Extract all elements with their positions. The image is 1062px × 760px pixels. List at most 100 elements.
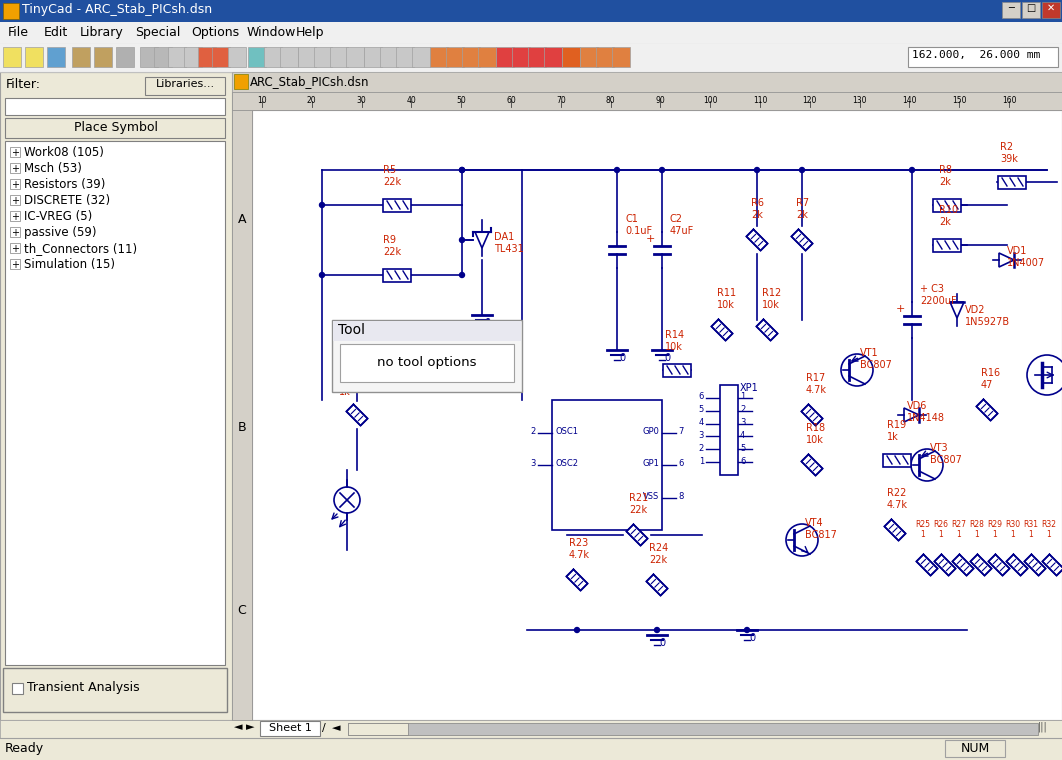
Bar — [10, 259, 20, 269]
Bar — [580, 47, 598, 67]
Text: R24
22k: R24 22k — [649, 543, 668, 565]
Text: 40: 40 — [407, 96, 416, 105]
Text: ◄: ◄ — [332, 723, 341, 733]
Bar — [252, 110, 1062, 720]
Circle shape — [615, 167, 619, 173]
Text: B: B — [238, 421, 246, 434]
Text: 90: 90 — [655, 96, 665, 105]
Text: 6: 6 — [678, 460, 683, 468]
Bar — [5, 118, 225, 138]
Text: A: A — [238, 214, 246, 226]
Bar — [145, 77, 225, 95]
Text: R2
39k: R2 39k — [1000, 142, 1017, 164]
Text: +: + — [896, 304, 906, 314]
Text: Window: Window — [246, 26, 296, 39]
Text: R14
10k: R14 10k — [665, 331, 684, 352]
Bar — [330, 47, 348, 67]
Polygon shape — [1007, 554, 1028, 575]
Text: 50: 50 — [457, 96, 466, 105]
Bar — [228, 47, 246, 67]
Bar — [0, 720, 1062, 738]
Bar — [496, 47, 514, 67]
Bar — [346, 47, 364, 67]
Text: Special: Special — [136, 26, 181, 39]
Text: ─: ─ — [1008, 3, 1014, 13]
Text: + C3
2200uF: + C3 2200uF — [920, 284, 957, 306]
Bar — [998, 176, 1026, 189]
Bar — [348, 723, 1038, 735]
Circle shape — [909, 167, 914, 173]
Text: 0: 0 — [484, 318, 491, 328]
Text: 0: 0 — [664, 353, 670, 363]
Text: OSC1: OSC1 — [555, 427, 578, 436]
Bar — [0, 72, 232, 720]
Polygon shape — [1043, 554, 1062, 575]
Polygon shape — [904, 408, 919, 422]
Text: 70: 70 — [555, 96, 566, 105]
Text: +: + — [11, 228, 19, 238]
Bar — [364, 47, 382, 67]
Bar — [198, 47, 216, 67]
Text: Sheet 1: Sheet 1 — [269, 723, 311, 733]
Bar — [140, 47, 158, 67]
Text: 4: 4 — [699, 418, 704, 427]
Bar — [5, 98, 225, 115]
Text: 2: 2 — [531, 427, 536, 436]
Polygon shape — [971, 554, 992, 575]
Circle shape — [744, 628, 750, 632]
Text: 80: 80 — [605, 96, 615, 105]
Polygon shape — [976, 400, 997, 420]
Bar — [396, 47, 414, 67]
Text: R18
10k: R18 10k — [806, 423, 825, 445]
Text: 10: 10 — [257, 96, 267, 105]
Bar — [596, 47, 614, 67]
Circle shape — [460, 273, 464, 277]
Text: 3: 3 — [740, 418, 746, 427]
Text: File: File — [8, 26, 29, 39]
Text: R12
10k: R12 10k — [763, 288, 782, 310]
Text: Transient Analysis: Transient Analysis — [27, 681, 139, 694]
Circle shape — [786, 524, 818, 556]
Text: R6
2k: R6 2k — [751, 198, 764, 220]
Text: 0: 0 — [749, 633, 755, 643]
Text: VT3
BC807: VT3 BC807 — [930, 443, 962, 464]
Bar — [154, 47, 172, 67]
Text: |||: ||| — [1038, 722, 1048, 733]
Bar — [1022, 2, 1040, 18]
Bar — [933, 199, 961, 212]
Circle shape — [320, 273, 325, 277]
Text: R25
1: R25 1 — [915, 520, 930, 539]
Circle shape — [654, 628, 660, 632]
Text: 3: 3 — [531, 460, 536, 468]
Bar — [720, 385, 738, 475]
Bar — [0, 738, 1062, 760]
Text: Library: Library — [80, 26, 124, 39]
Polygon shape — [917, 554, 938, 575]
Polygon shape — [989, 554, 1010, 575]
Text: Help: Help — [295, 26, 324, 39]
Text: 8: 8 — [678, 492, 683, 501]
Bar — [883, 454, 911, 467]
Circle shape — [1027, 355, 1062, 395]
Bar — [12, 683, 23, 694]
Text: +: + — [11, 180, 19, 190]
Bar — [430, 47, 448, 67]
Text: Options: Options — [191, 26, 239, 39]
Bar — [95, 47, 112, 67]
Circle shape — [841, 354, 873, 386]
Bar — [184, 47, 202, 67]
Text: +: + — [11, 196, 19, 206]
Text: Work08 (105): Work08 (105) — [24, 146, 104, 159]
Text: Simulation (15): Simulation (15) — [24, 258, 115, 271]
Text: +: + — [11, 164, 19, 174]
Text: R16
47: R16 47 — [981, 369, 1000, 390]
Text: 0: 0 — [619, 353, 626, 363]
Circle shape — [754, 167, 759, 173]
Bar — [10, 243, 20, 253]
Polygon shape — [712, 319, 733, 340]
Text: IC-VREG (5): IC-VREG (5) — [24, 210, 92, 223]
Text: 100: 100 — [703, 96, 718, 105]
Bar — [446, 47, 464, 67]
Text: C2
47uF: C2 47uF — [670, 214, 695, 236]
Circle shape — [575, 628, 580, 632]
